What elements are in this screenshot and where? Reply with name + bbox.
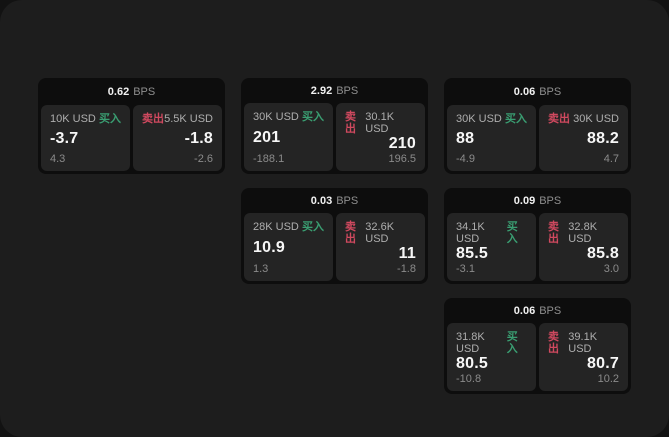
bps-header: 0.03 BPS bbox=[241, 188, 428, 213]
bps-header: 0.09 BPS bbox=[444, 188, 631, 213]
sell-quote-tile[interactable]: 卖出 32.6K USD 11 -1.8 bbox=[336, 213, 425, 281]
buy-delta: -188.1 bbox=[253, 153, 285, 165]
bps-quote-card: 0.62 BPS 10K USD 买入 -3.7 4.3 卖出 5.5K USD bbox=[38, 78, 225, 174]
sell-label: 卖出 bbox=[345, 221, 356, 245]
buy-label: 买入 bbox=[506, 331, 518, 355]
buy-size: 28K USD bbox=[253, 221, 299, 233]
sell-label: 卖出 bbox=[142, 113, 164, 125]
quote-panes: 34.1K USD 买入 85.5 -3.1 卖出 32.8K USD 85.8… bbox=[444, 213, 631, 284]
sell-delta: 196.5 bbox=[388, 153, 416, 165]
buy-quote-tile[interactable]: 28K USD 买入 10.9 1.3 bbox=[244, 213, 333, 281]
sell-price: 88.2 bbox=[587, 130, 619, 147]
buy-label: 买入 bbox=[505, 113, 527, 125]
buy-delta: -4.9 bbox=[456, 153, 475, 165]
sell-price: 11 bbox=[398, 245, 416, 262]
buy-quote-tile[interactable]: 34.1K USD 买入 85.5 -3.1 bbox=[447, 213, 536, 281]
bps-unit: BPS bbox=[336, 84, 359, 97]
sell-size: 32.8K USD bbox=[568, 221, 598, 245]
buy-price: 85.5 bbox=[456, 245, 488, 262]
sell-label: 卖出 bbox=[345, 111, 356, 135]
bps-value: 0.62 bbox=[107, 85, 130, 98]
buy-quote-tile[interactable]: 30K USD 买入 201 -188.1 bbox=[244, 103, 333, 171]
sell-price: -1.8 bbox=[184, 130, 213, 147]
sell-size: 39.1K USD bbox=[568, 331, 598, 355]
bps-quote-card: 2.92 BPS 30K USD 买入 201 -188.1 卖出 30.1K … bbox=[241, 78, 428, 174]
buy-size: 30K USD bbox=[253, 111, 299, 123]
bps-unit: BPS bbox=[539, 194, 562, 207]
buy-price: -3.7 bbox=[50, 130, 79, 147]
quote-panes: 10K USD 买入 -3.7 4.3 卖出 5.5K USD -1.8 -2.… bbox=[38, 105, 225, 174]
buy-price: 10.9 bbox=[253, 239, 285, 256]
bps-quote-card: 0.06 BPS 31.8K USD 买入 80.5 -10.8 卖出 39.1… bbox=[444, 298, 631, 394]
bps-unit: BPS bbox=[336, 194, 359, 207]
bps-header: 0.06 BPS bbox=[444, 298, 631, 323]
sell-size: 30K USD bbox=[573, 113, 619, 125]
sell-quote-tile[interactable]: 卖出 30.1K USD 210 196.5 bbox=[336, 103, 425, 171]
buy-label: 买入 bbox=[506, 221, 518, 245]
sell-quote-tile[interactable]: 卖出 39.1K USD 80.7 10.2 bbox=[539, 323, 628, 391]
quote-panes: 30K USD 买入 88 -4.9 卖出 30K USD 88.2 4.7 bbox=[444, 105, 631, 174]
buy-label: 买入 bbox=[302, 111, 324, 123]
buy-price: 201 bbox=[253, 129, 281, 146]
buy-delta: 4.3 bbox=[50, 153, 66, 165]
quote-card-grid: 0.62 BPS 10K USD 买入 -3.7 4.3 卖出 5.5K USD bbox=[38, 78, 631, 394]
bps-header: 2.92 BPS bbox=[241, 78, 428, 103]
bps-quote-card: 0.03 BPS 28K USD 买入 10.9 1.3 卖出 32.6K US… bbox=[241, 188, 428, 284]
buy-size: 31.8K USD bbox=[456, 331, 485, 355]
sell-delta: 3.0 bbox=[603, 263, 619, 275]
sell-quote-tile[interactable]: 卖出 30K USD 88.2 4.7 bbox=[539, 105, 628, 171]
bps-header: 0.06 BPS bbox=[444, 78, 631, 105]
sell-price: 80.7 bbox=[587, 355, 619, 372]
bps-unit: BPS bbox=[539, 85, 562, 98]
buy-delta: -3.1 bbox=[456, 263, 475, 275]
sell-size: 30.1K USD bbox=[365, 111, 395, 135]
sell-price: 210 bbox=[388, 135, 416, 152]
sell-size: 5.5K USD bbox=[164, 113, 213, 125]
buy-price: 88 bbox=[456, 130, 475, 147]
buy-quote-tile[interactable]: 10K USD 买入 -3.7 4.3 bbox=[41, 105, 130, 171]
bps-value: 0.06 bbox=[513, 85, 536, 98]
sell-delta: 10.2 bbox=[597, 373, 619, 385]
buy-quote-tile[interactable]: 31.8K USD 买入 80.5 -10.8 bbox=[447, 323, 536, 391]
bps-value: 0.09 bbox=[513, 194, 536, 207]
bps-quote-card: 0.06 BPS 30K USD 买入 88 -4.9 卖出 30K USD bbox=[444, 78, 631, 174]
buy-delta: 1.3 bbox=[253, 263, 269, 275]
sell-delta: 4.7 bbox=[603, 153, 619, 165]
sell-label: 卖出 bbox=[548, 331, 559, 355]
buy-quote-tile[interactable]: 30K USD 买入 88 -4.9 bbox=[447, 105, 536, 171]
sell-quote-tile[interactable]: 卖出 32.8K USD 85.8 3.0 bbox=[539, 213, 628, 281]
quote-panes: 28K USD 买入 10.9 1.3 卖出 32.6K USD 11 -1.8 bbox=[241, 213, 428, 284]
sell-size: 32.6K USD bbox=[365, 221, 395, 245]
bps-value: 0.06 bbox=[513, 304, 536, 317]
sell-delta: -2.6 bbox=[194, 153, 213, 165]
quote-panes: 30K USD 买入 201 -188.1 卖出 30.1K USD 210 1… bbox=[241, 103, 428, 174]
bps-value: 2.92 bbox=[310, 84, 333, 97]
bps-unit: BPS bbox=[539, 304, 562, 317]
sell-price: 85.8 bbox=[587, 245, 619, 262]
bps-unit: BPS bbox=[133, 85, 156, 98]
buy-delta: -10.8 bbox=[456, 373, 482, 385]
bps-header: 0.62 BPS bbox=[38, 78, 225, 105]
buy-size: 10K USD bbox=[50, 113, 96, 125]
bps-value: 0.03 bbox=[310, 194, 333, 207]
buy-price: 80.5 bbox=[456, 355, 488, 372]
bps-quote-card: 0.09 BPS 34.1K USD 买入 85.5 -3.1 卖出 32.8K… bbox=[444, 188, 631, 284]
sell-quote-tile[interactable]: 卖出 5.5K USD -1.8 -2.6 bbox=[133, 105, 222, 171]
buy-label: 买入 bbox=[99, 113, 121, 125]
buy-label: 买入 bbox=[302, 221, 324, 233]
sell-label: 卖出 bbox=[548, 221, 559, 245]
buy-size: 34.1K USD bbox=[456, 221, 485, 245]
quote-panes: 31.8K USD 买入 80.5 -10.8 卖出 39.1K USD 80.… bbox=[444, 323, 631, 394]
sell-delta: -1.8 bbox=[397, 263, 416, 275]
sell-label: 卖出 bbox=[548, 113, 570, 125]
buy-size: 30K USD bbox=[456, 113, 502, 125]
